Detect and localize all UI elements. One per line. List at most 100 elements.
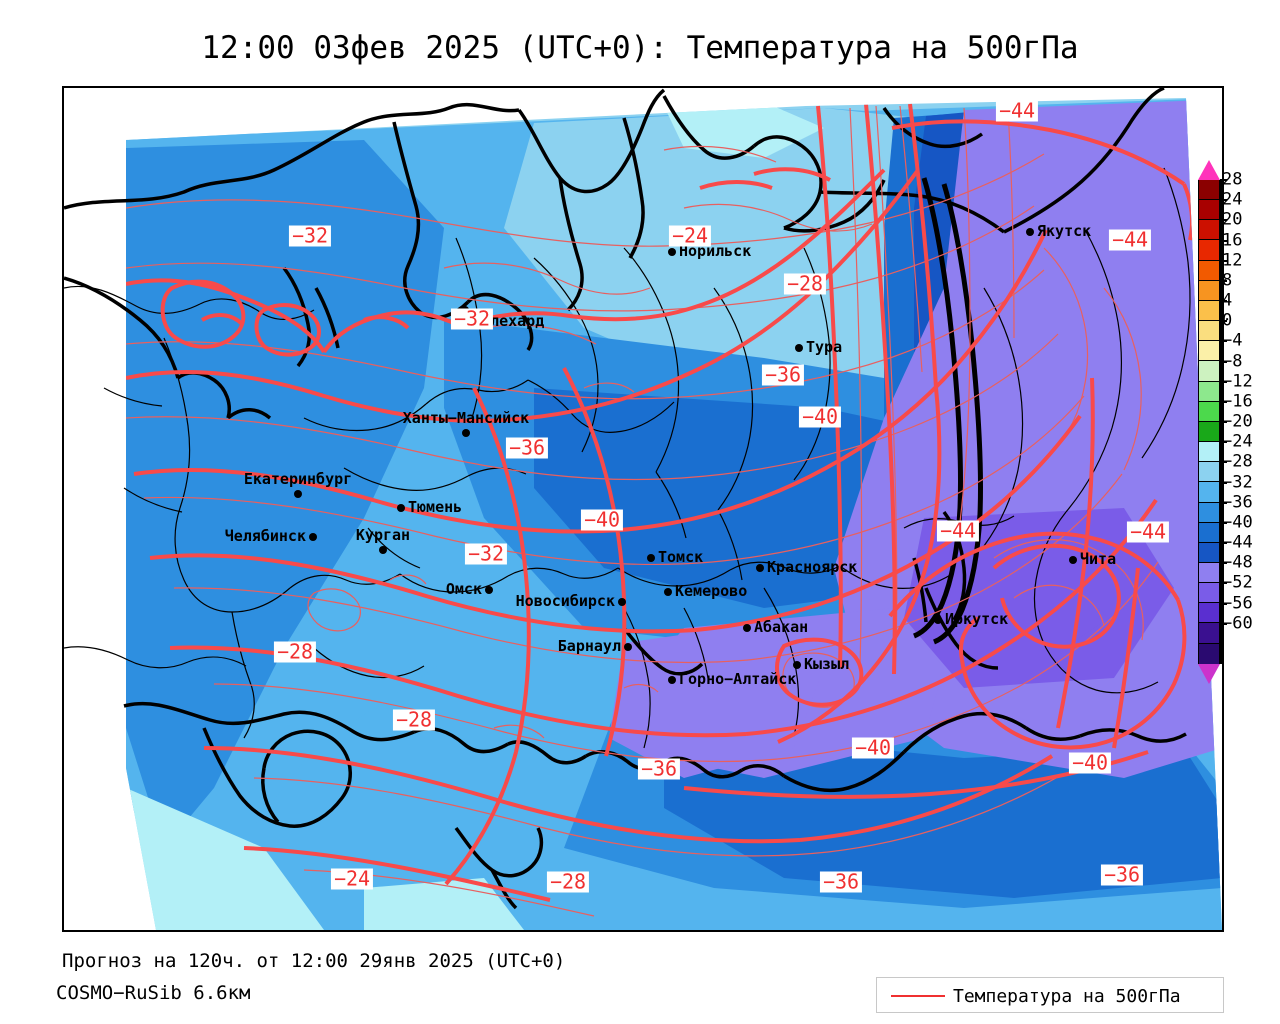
- colorbar-bar: [1198, 180, 1220, 664]
- colorbar-tick-label: −24: [1222, 431, 1253, 452]
- colorbar-cell: [1199, 381, 1219, 402]
- colorbar-under-arrow: [1198, 664, 1220, 684]
- colorbar-cell: [1199, 401, 1219, 422]
- colorbar-tick-mark: [1220, 279, 1227, 282]
- colorbar-cell: [1199, 421, 1219, 443]
- colorbar-cell: [1199, 522, 1219, 543]
- colorbar-tick-mark: [1220, 521, 1227, 524]
- city-dot-icon: [309, 533, 317, 541]
- colorbar-tick-mark: [1220, 360, 1227, 363]
- coastline-layer: [64, 88, 1191, 910]
- colorbar[interactable]: 28 24 20 16 12 8 4 0 −4 −8 −12 −16 −20 −24 −28 −32 −36 −4…: [1198, 160, 1278, 700]
- colorbar-tick-mark: [1220, 340, 1227, 343]
- city-dot-icon: [795, 344, 803, 352]
- colorbar-cell: [1199, 623, 1219, 644]
- colorbar-tick-mark: [1220, 582, 1227, 585]
- contour-value-label: −40: [798, 406, 842, 428]
- city-label: Тюмень: [408, 498, 463, 516]
- contour-value-label: −32: [464, 543, 508, 565]
- city-dot-icon: [743, 624, 751, 632]
- contour-value-label: −44: [1108, 229, 1152, 251]
- colorbar-cell: [1199, 583, 1219, 604]
- colorbar-tick-mark: [1220, 602, 1227, 605]
- colorbar-tick-mark: [1220, 380, 1227, 383]
- contour-value-label: −36: [761, 364, 805, 386]
- contour-value-label: −24: [668, 225, 712, 247]
- colorbar-tick-label: −56: [1222, 593, 1253, 613]
- city-dot-icon: [756, 564, 764, 572]
- colorbar-tick-mark: [1220, 481, 1227, 484]
- colorbar-cell: [1199, 603, 1219, 624]
- forecast-info-line: Прогноз на 120ч. от 12:00 29янв 2025 (UT…: [62, 950, 566, 972]
- city-label: Норильск: [679, 242, 752, 260]
- contour-value-label: −36: [637, 758, 681, 780]
- city-label: Чита: [1080, 550, 1117, 568]
- city-label: Кемерово: [675, 582, 748, 600]
- colorbar-tick-mark: [1220, 259, 1227, 262]
- city-label: Челябинск: [224, 527, 306, 545]
- colorbar-cell: [1199, 462, 1219, 483]
- contour-value-label: −36: [505, 437, 549, 459]
- colorbar-tick-label: −40: [1222, 512, 1253, 533]
- legend-label: Температура на 500гПа: [953, 986, 1181, 1007]
- colorbar-tick-mark: [1220, 501, 1227, 504]
- city-label: Ханты−Мансийск: [402, 409, 530, 427]
- colorbar-cell: [1199, 260, 1219, 281]
- colorbar-tick-label: −20: [1222, 411, 1253, 432]
- city-dot-icon: [1069, 556, 1077, 564]
- colorbar-tick-label: −32: [1222, 472, 1253, 492]
- city-label: Екатеринбург: [243, 470, 353, 488]
- colorbar-tick-label: 20: [1222, 209, 1243, 230]
- city-dot-icon: [294, 490, 302, 498]
- page-title: 12:00 03фев 2025 (UTC+0): Температура на…: [201, 30, 1079, 66]
- contour-value-label: −32: [288, 225, 332, 247]
- contour-value-label: −40: [580, 509, 624, 531]
- city-label: Тура: [806, 338, 843, 356]
- colorbar-cell: [1199, 442, 1219, 463]
- colorbar-cell: [1199, 542, 1219, 563]
- city-dot-icon: [647, 554, 655, 562]
- colorbar-tick-label: −28: [1222, 451, 1253, 472]
- model-name-line: COSMO−RuSib 6.6км: [56, 982, 251, 1004]
- colorbar-cell: [1199, 280, 1219, 301]
- contour-value-label: −28: [783, 273, 827, 295]
- colorbar-tick-mark: [1220, 622, 1227, 625]
- colorbar-tick-mark: [1220, 239, 1227, 242]
- contour-value-label: −44: [936, 520, 980, 542]
- colorbar-tick-mark: [1220, 400, 1227, 403]
- city-dot-icon: [1026, 228, 1034, 236]
- colorbar-cell: [1199, 220, 1219, 241]
- colorbar-cell: [1199, 643, 1219, 664]
- city-dot-icon: [618, 598, 626, 606]
- colorbar-cell: [1199, 562, 1219, 584]
- contour-value-label: −40: [851, 737, 895, 759]
- city-dot-icon: [397, 504, 405, 512]
- city-dot-icon: [379, 546, 387, 554]
- city-dot-icon: [624, 643, 632, 651]
- contour-value-label: −36: [819, 871, 863, 893]
- contour-value-label: −32: [450, 308, 494, 330]
- colorbar-tick-mark: [1220, 461, 1227, 464]
- city-dot-icon: [793, 661, 801, 669]
- city-label: Новосибирск: [515, 592, 615, 610]
- colorbar-tick-label: −60: [1222, 613, 1253, 634]
- city-label: Красноярск: [767, 558, 858, 576]
- contour-value-label: −36: [1100, 864, 1144, 886]
- colorbar-tick-mark: [1220, 421, 1227, 423]
- map-frame[interactable]: Якутск Норильск Салехард Тура Ханты−Мансийск…: [62, 86, 1224, 932]
- colorbar-tick-label: 16: [1222, 230, 1243, 250]
- colorbar-tick-mark: [1220, 300, 1227, 302]
- colorbar-cell: [1199, 341, 1219, 362]
- colorbar-cell: [1199, 180, 1219, 201]
- colorbar-cell: [1199, 361, 1219, 382]
- colorbar-cell: [1199, 482, 1219, 503]
- colorbar-tick-label: −44: [1222, 532, 1253, 553]
- contour-value-label: −40: [1068, 752, 1112, 774]
- map-canvas[interactable]: [64, 88, 1222, 930]
- city-label: Абакан: [754, 618, 809, 636]
- city-dot-icon: [934, 616, 942, 624]
- city-dot-icon: [668, 248, 676, 256]
- colorbar-tick-label: 28: [1222, 169, 1243, 190]
- city-dot-icon: [664, 588, 672, 596]
